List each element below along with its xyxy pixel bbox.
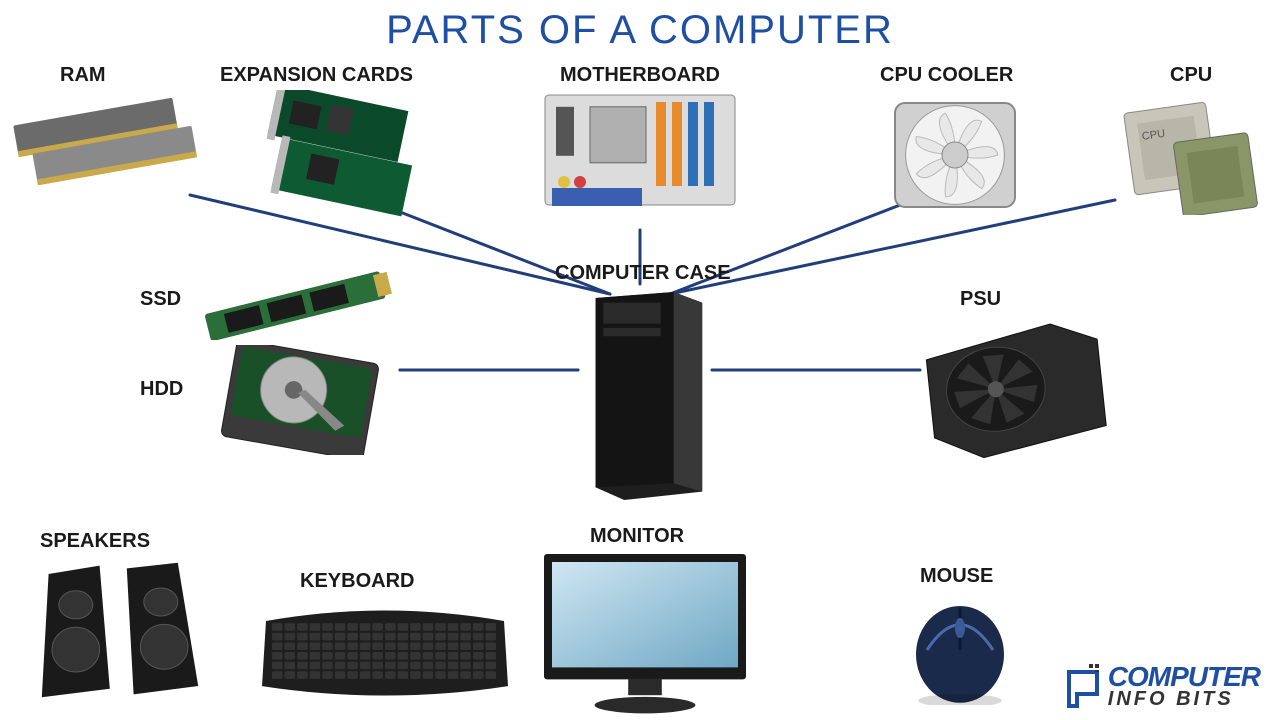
- logo-line1: COMPUTER: [1108, 664, 1260, 689]
- label-ram: RAM: [60, 64, 106, 87]
- computer-case-icon: [580, 290, 710, 505]
- label-mobo: MOTHERBOARD: [560, 64, 720, 87]
- label-speakers: SPEAKERS: [40, 530, 150, 553]
- label-expansion: EXPANSION CARDS: [220, 64, 413, 87]
- label-monitor: MONITOR: [590, 525, 684, 548]
- label-keyboard: KEYBOARD: [300, 570, 414, 593]
- ssd-icon: [200, 270, 400, 345]
- label-computer-case: COMPUTER CASE: [555, 262, 731, 285]
- label-cpu: CPU: [1170, 64, 1212, 87]
- monitor-icon: [540, 550, 750, 720]
- label-psu: PSU: [960, 288, 1001, 311]
- mobo-icon: [540, 90, 740, 235]
- keyboard-icon: [260, 600, 510, 710]
- label-hdd: HDD: [140, 378, 183, 401]
- psu-icon: [920, 320, 1110, 465]
- label-cooler: CPU COOLER: [880, 64, 1013, 87]
- label-ssd: SSD: [140, 288, 181, 311]
- expansion-icon: [255, 90, 445, 225]
- speakers-icon: [35, 560, 205, 705]
- ram-icon: [10, 95, 200, 200]
- mouse-icon: [905, 595, 1015, 710]
- cpu-icon: CPU: [1115, 95, 1265, 220]
- logo-line2: INFO BITS: [1108, 690, 1260, 708]
- hdd-icon: [220, 345, 380, 460]
- label-mouse: MOUSE: [920, 565, 993, 588]
- brand-logo: COMPUTER INFO BITS: [1063, 662, 1260, 710]
- page-title: PARTS OF A COMPUTER: [0, 8, 1280, 53]
- cooler-icon: [880, 90, 1030, 225]
